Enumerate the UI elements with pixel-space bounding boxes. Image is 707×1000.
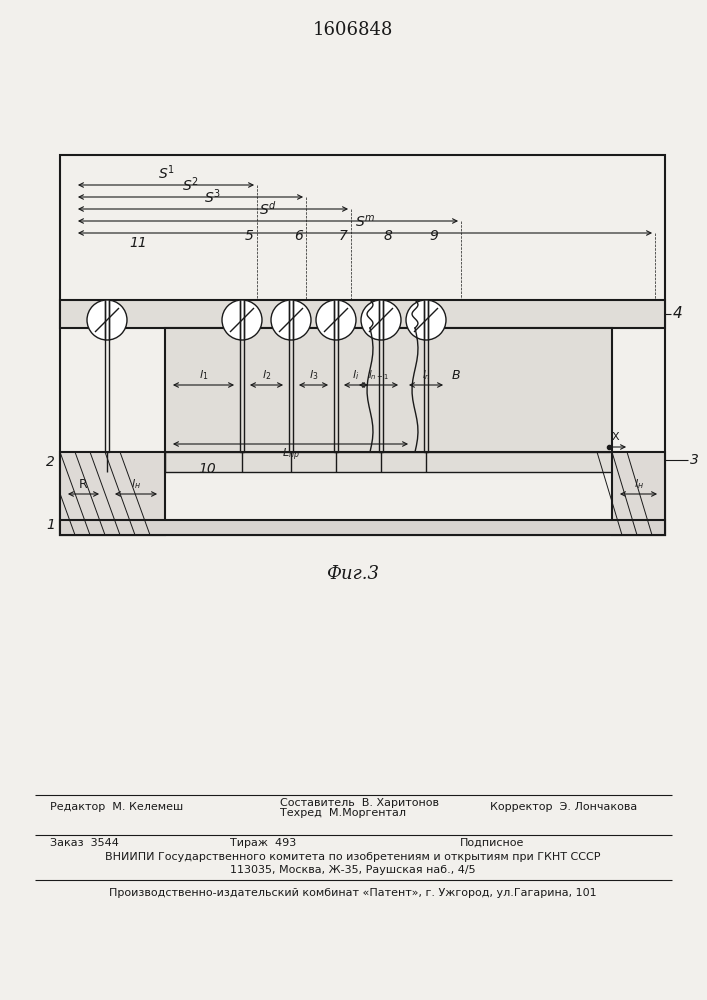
Text: $L_{пр}$: $L_{пр}$ <box>281 447 300 463</box>
Text: $S^m$: $S^m$ <box>355 214 375 230</box>
Text: $S^3$: $S^3$ <box>204 187 221 206</box>
Text: $l_i$: $l_i$ <box>352 368 360 382</box>
Circle shape <box>361 300 401 340</box>
Circle shape <box>406 300 446 340</box>
Circle shape <box>271 300 311 340</box>
Text: $S^1$: $S^1$ <box>158 163 175 182</box>
Text: Составитель  В. Харитонов: Составитель В. Харитонов <box>280 798 439 808</box>
Bar <box>60 300 665 328</box>
Circle shape <box>87 300 127 340</box>
Text: Техред  М.Моргентал: Техред М.Моргентал <box>280 808 406 818</box>
Text: $l_2$: $l_2$ <box>262 368 271 382</box>
Text: $S^2$: $S^2$ <box>182 175 199 194</box>
Text: $l_н$: $l_н$ <box>131 477 141 491</box>
Text: 3: 3 <box>690 453 699 467</box>
Text: 1606848: 1606848 <box>312 21 393 39</box>
Text: 7: 7 <box>339 229 348 243</box>
Text: $l_3$: $l_3$ <box>309 368 318 382</box>
Text: 4: 4 <box>673 306 683 322</box>
Bar <box>165 452 612 472</box>
Text: Фиг.3: Фиг.3 <box>327 565 380 583</box>
Text: Корректор  Э. Лончакова: Корректор Э. Лончакова <box>490 802 637 812</box>
Text: Производственно-издательский комбинат «Патент», г. Ужгород, ул.Гагарина, 101: Производственно-издательский комбинат «П… <box>109 888 597 898</box>
Text: $l_н$: $l_н$ <box>633 477 643 491</box>
Text: 2: 2 <box>46 455 55 469</box>
Text: $l_1$: $l_1$ <box>199 368 208 382</box>
Text: 10: 10 <box>198 462 216 476</box>
Text: 6: 6 <box>294 229 303 243</box>
Text: R: R <box>79 478 88 491</box>
Text: Редактор  М. Келемеш: Редактор М. Келемеш <box>50 802 183 812</box>
Bar <box>60 452 165 535</box>
Text: 8: 8 <box>384 229 393 243</box>
Text: X: X <box>612 432 619 442</box>
Bar <box>612 452 665 535</box>
Text: 9: 9 <box>429 229 438 243</box>
Circle shape <box>222 300 262 340</box>
Text: 11: 11 <box>129 236 147 250</box>
Text: B: B <box>452 369 460 382</box>
Text: $S^d$: $S^d$ <box>259 200 277 218</box>
Text: 1: 1 <box>46 518 55 532</box>
Text: 113035, Москва, Ж-35, Раушская наб., 4/5: 113035, Москва, Ж-35, Раушская наб., 4/5 <box>230 865 476 875</box>
Text: $l_n$: $l_n$ <box>422 368 431 382</box>
Text: $l_{n-1}$: $l_{n-1}$ <box>368 368 389 382</box>
Text: ВНИИПИ Государственного комитета по изобретениям и открытиям при ГКНТ СССР: ВНИИПИ Государственного комитета по изоб… <box>105 852 601 862</box>
Text: Заказ  3544: Заказ 3544 <box>50 838 119 848</box>
Bar <box>60 155 665 535</box>
Bar <box>60 520 665 535</box>
Text: Тираж  493: Тираж 493 <box>230 838 296 848</box>
Text: Подписное: Подписное <box>460 838 525 848</box>
Text: 5: 5 <box>245 229 254 243</box>
Circle shape <box>316 300 356 340</box>
Bar <box>165 328 612 452</box>
